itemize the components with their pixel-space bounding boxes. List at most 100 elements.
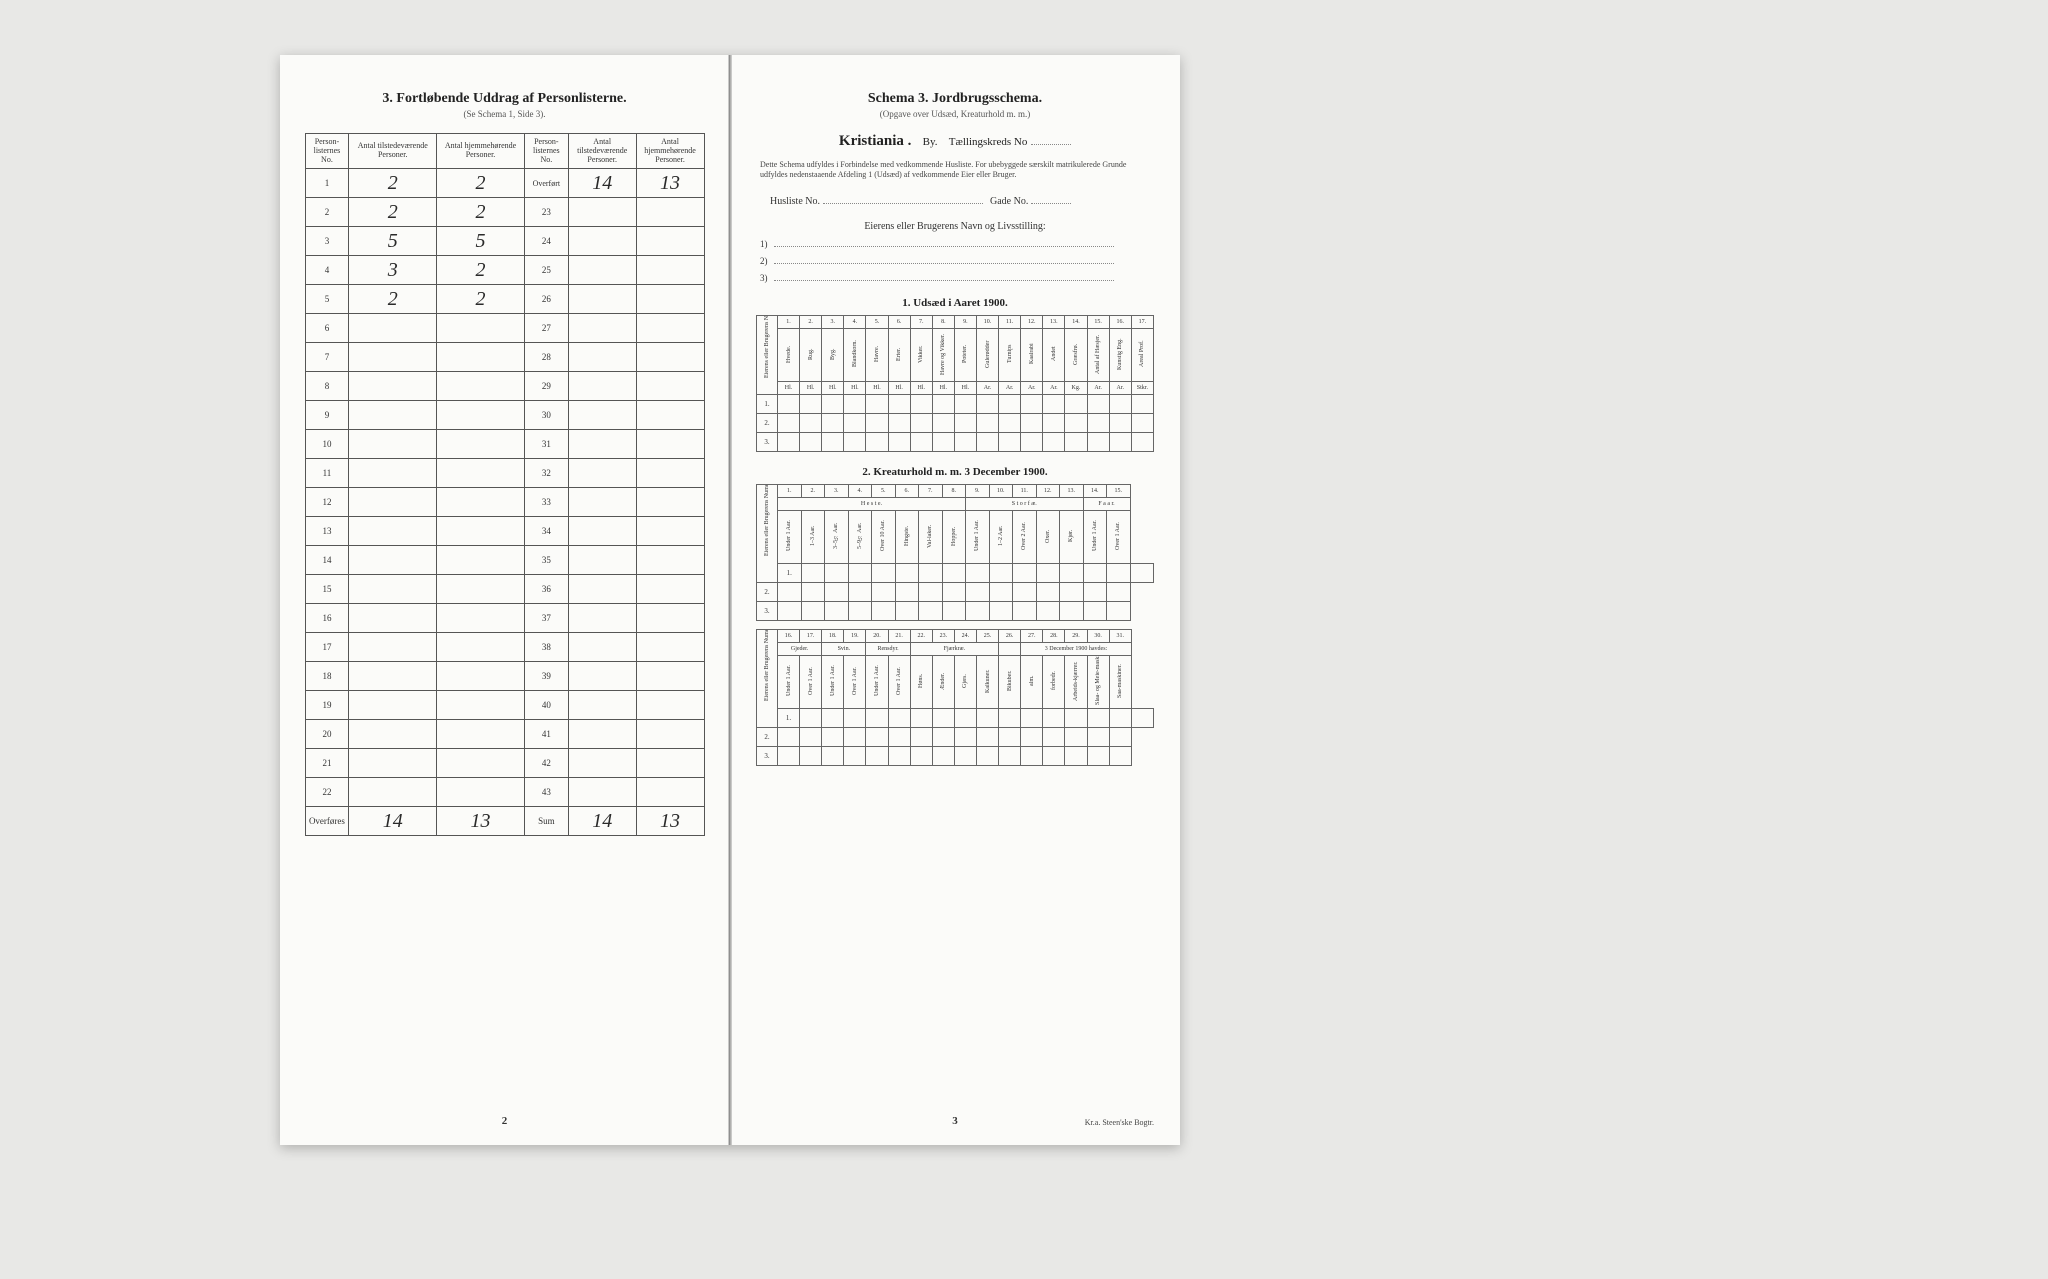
table-cell — [349, 662, 437, 691]
data-cell — [1021, 413, 1043, 432]
table-cell — [437, 343, 525, 372]
husliste-line: Husliste No. Gade No. — [760, 193, 1150, 207]
data-cell — [895, 582, 919, 601]
data-cell — [1065, 432, 1087, 451]
table-cell — [636, 285, 704, 314]
left-title: 3. Fortløbende Uddrag af Personlisterne. — [280, 91, 729, 107]
col-num: 11. — [1013, 484, 1037, 497]
col-label: Turnips — [999, 328, 1021, 381]
table-cell — [568, 633, 636, 662]
side-label: Eierens eller Brugerens Numer — [757, 484, 778, 582]
kreatur-table-b: Eierens eller Brugerens Numer16.17.18.19… — [756, 629, 1154, 766]
col-label: Vikker. — [910, 328, 932, 381]
table-cell — [568, 778, 636, 807]
table-cell — [437, 314, 525, 343]
row-num: 2. — [757, 727, 778, 746]
data-cell — [1043, 746, 1065, 765]
data-cell — [942, 601, 966, 620]
section-1-head: 1. Udsæd i Aaret 1900. — [730, 297, 1180, 309]
col-label: Høns. — [910, 655, 932, 708]
data-cell — [844, 746, 866, 765]
table-cell — [636, 546, 704, 575]
data-cell — [1065, 413, 1087, 432]
table-cell: 12 — [305, 488, 349, 517]
table-cell — [349, 691, 437, 720]
table-cell — [568, 430, 636, 459]
data-cell — [1130, 563, 1154, 582]
husliste-blank — [823, 193, 983, 204]
unit-cell: Hl. — [778, 381, 800, 394]
data-cell — [932, 746, 954, 765]
row-num: 1. — [778, 563, 802, 582]
col-label: Havre og Vikker. — [932, 328, 954, 381]
table-cell — [437, 488, 525, 517]
table-cell: 21 — [305, 749, 349, 778]
col-label: Areal Prof. — [1131, 328, 1153, 381]
table-row: 43225 — [305, 256, 704, 285]
group-row: Gjeder.Svin.Rensdyr.Fjærkræ.3 December 1… — [757, 642, 1154, 655]
data-cell — [966, 582, 990, 601]
col-label: Kjør. — [1060, 510, 1084, 563]
data-cell — [866, 727, 888, 746]
table-cell: 18 — [305, 662, 349, 691]
data-cell — [822, 394, 844, 413]
table-cell — [349, 575, 437, 604]
table-cell — [568, 227, 636, 256]
data-cell — [825, 563, 849, 582]
table-row: 122Overført1413 — [305, 169, 704, 198]
person-header-row: Person- listernes No. Antal tilstedevære… — [305, 134, 704, 169]
data-cell — [872, 563, 896, 582]
row-num: 3. — [757, 432, 778, 451]
data-cell — [1087, 413, 1109, 432]
table-cell — [568, 285, 636, 314]
col-label: Under 1 Aar. — [866, 655, 888, 708]
row-num: 2. — [757, 413, 778, 432]
data-cell — [976, 708, 998, 727]
table-cell — [437, 372, 525, 401]
city: Kristiania . — [839, 133, 912, 149]
col-num: 3. — [825, 484, 849, 497]
table-cell — [568, 604, 636, 633]
col-label: Antal af Hæsjer. — [1087, 328, 1109, 381]
col-label: Over 1 Aar. — [1107, 510, 1131, 563]
data-cell — [1083, 582, 1107, 601]
table-row: 1233 — [305, 488, 704, 517]
table-cell — [568, 517, 636, 546]
table-cell — [437, 401, 525, 430]
col-label: Under 1 Aar. — [822, 655, 844, 708]
unit-cell: Ar. — [999, 381, 1021, 394]
table-cell — [349, 633, 437, 662]
data-cell — [966, 601, 990, 620]
data-cell — [1021, 708, 1043, 727]
data-cell — [910, 746, 932, 765]
table-cell: 15 — [305, 575, 349, 604]
data-cell — [999, 727, 1021, 746]
table-cell: 2 — [349, 198, 437, 227]
table-cell — [568, 343, 636, 372]
table-cell: 5 — [437, 227, 525, 256]
col-num: 1. — [778, 484, 802, 497]
table-cell — [349, 372, 437, 401]
table-cell — [349, 720, 437, 749]
table-cell — [636, 517, 704, 546]
col-num: 10. — [989, 484, 1013, 497]
data-cell — [976, 432, 998, 451]
table-cell — [568, 314, 636, 343]
table-cell — [437, 691, 525, 720]
data-cell — [942, 582, 966, 601]
col-label: Saa-maskiner. — [1109, 655, 1131, 708]
data-cell — [822, 413, 844, 432]
col-num: 7. — [910, 315, 932, 328]
col-num: 8. — [942, 484, 966, 497]
col-label: Val-laker. — [919, 510, 943, 563]
col-label: Bikuber. — [999, 655, 1021, 708]
col-num: 25. — [976, 629, 998, 642]
table-cell — [349, 430, 437, 459]
owner-3: 3) — [760, 270, 1150, 283]
col-label: Rug. — [800, 328, 822, 381]
gade-label: Gade No. — [990, 196, 1028, 207]
table-cell: 13 — [305, 517, 349, 546]
data-row: 2. — [757, 413, 1154, 432]
by-label: By. — [923, 136, 938, 148]
table-cell: 1 — [305, 169, 349, 198]
